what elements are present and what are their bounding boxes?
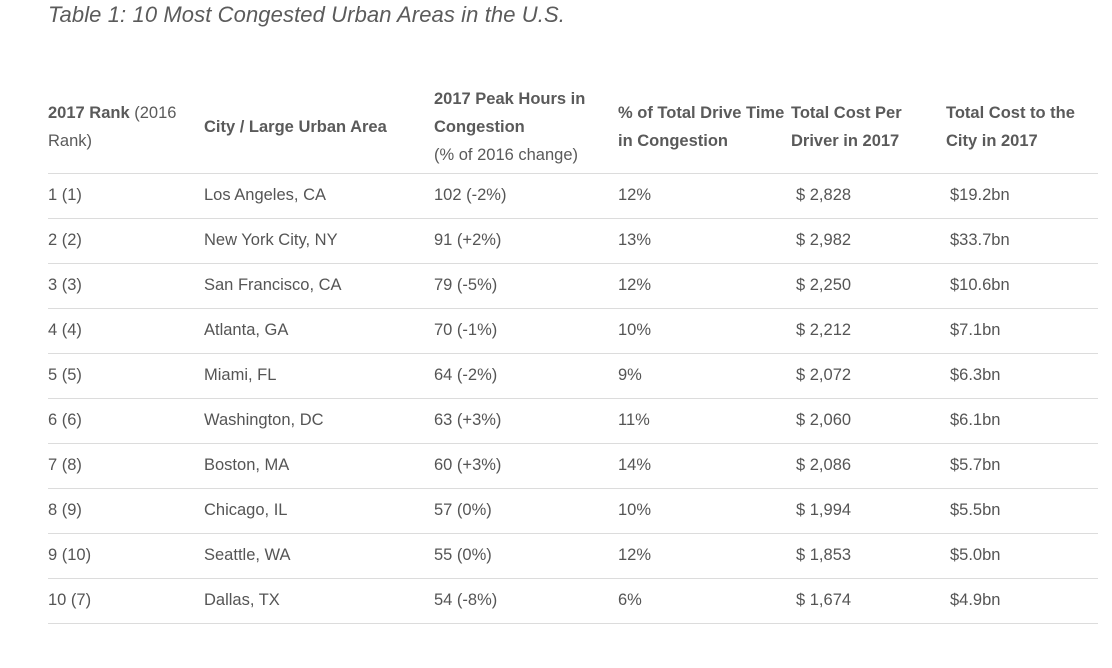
cell-drive-time: 12%	[618, 263, 791, 309]
cell-drive-time: 12%	[618, 533, 791, 579]
cell-cost-driver: $ 2,250	[791, 263, 944, 309]
cell-peak-hours: 60 (+3%)	[434, 443, 618, 489]
cell-cost-driver: $ 2,982	[791, 218, 944, 264]
cell-city: Seattle, WA	[200, 533, 434, 579]
cell-cost-city: $5.7bn	[944, 443, 1098, 489]
cell-rank: 9 (10)	[48, 533, 200, 579]
header-rank-bold: 2017 Rank	[48, 104, 130, 123]
cell-cost-city: $6.3bn	[944, 353, 1098, 399]
table-row: 7 (8) Boston, MA 60 (+3%) 14% $ 2,086 $5…	[48, 443, 1098, 489]
cell-peak-hours: 54 (-8%)	[434, 578, 618, 624]
cell-city: San Francisco, CA	[200, 263, 434, 309]
cell-cost-city: $5.5bn	[944, 488, 1098, 534]
cell-rank: 10 (7)	[48, 578, 200, 624]
cell-cost-city: $19.2bn	[944, 173, 1098, 219]
table-row: 5 (5) Miami, FL 64 (-2%) 9% $ 2,072 $6.3…	[48, 353, 1098, 399]
cell-peak-hours: 57 (0%)	[434, 488, 618, 534]
cell-peak-hours: 102 (-2%)	[434, 173, 618, 219]
cell-city: Chicago, IL	[200, 488, 434, 534]
cell-rank: 2 (2)	[48, 218, 200, 264]
table-row: 6 (6) Washington, DC 63 (+3%) 11% $ 2,06…	[48, 398, 1098, 444]
cell-cost-city: $4.9bn	[944, 578, 1098, 624]
cell-cost-driver: $ 2,072	[791, 353, 944, 399]
cell-peak-hours: 64 (-2%)	[434, 353, 618, 399]
cell-city: Dallas, TX	[200, 578, 434, 624]
cell-cost-driver: $ 2,060	[791, 398, 944, 444]
table-header: 2017 Rank (2016 Rank) City / Large Urban…	[48, 82, 1098, 174]
cell-cost-city: $5.0bn	[944, 533, 1098, 579]
cell-city: Washington, DC	[200, 398, 434, 444]
cell-drive-time: 13%	[618, 218, 791, 264]
cell-rank: 6 (6)	[48, 398, 200, 444]
cell-rank: 5 (5)	[48, 353, 200, 399]
cell-cost-driver: $ 1,853	[791, 533, 944, 579]
header-row: 2017 Rank (2016 Rank) City / Large Urban…	[48, 82, 1098, 174]
cell-cost-city: $7.1bn	[944, 308, 1098, 354]
cell-city: Miami, FL	[200, 353, 434, 399]
cell-cost-driver: $ 1,674	[791, 578, 944, 624]
header-peak-hours-sub: (% of 2016 change)	[434, 146, 579, 165]
cell-cost-driver: $ 2,828	[791, 173, 944, 219]
header-peak-hours: 2017 Peak Hours in Congestion (% of 2016 …	[434, 82, 618, 174]
cell-drive-time: 10%	[618, 308, 791, 354]
table-row: 4 (4) Atlanta, GA 70 (-1%) 10% $ 2,212 $…	[48, 308, 1098, 354]
cell-rank: 7 (8)	[48, 443, 200, 489]
table-row: 10 (7) Dallas, TX 54 (-8%) 6% $ 1,674 $4…	[48, 578, 1098, 624]
cell-city: Los Angeles, CA	[200, 173, 434, 219]
header-rank: 2017 Rank (2016 Rank)	[48, 82, 200, 174]
cell-drive-time: 14%	[618, 443, 791, 489]
cell-drive-time: 12%	[618, 173, 791, 219]
cell-cost-driver: $ 1,994	[791, 488, 944, 534]
cell-city: New York City, NY	[200, 218, 434, 264]
table-row: 3 (3) San Francisco, CA 79 (-5%) 12% $ 2…	[48, 263, 1098, 309]
table-row: 9 (10) Seattle, WA 55 (0%) 12% $ 1,853 $…	[48, 533, 1098, 579]
cell-cost-driver: $ 2,212	[791, 308, 944, 354]
header-cost-driver: Total Cost Per Driver in 2017	[791, 82, 944, 174]
header-city: City / Large Urban Area	[200, 82, 434, 174]
cell-peak-hours: 55 (0%)	[434, 533, 618, 579]
header-drive-time: % of Total Drive Time in Congestion	[618, 82, 791, 174]
cell-city: Boston, MA	[200, 443, 434, 489]
cell-city: Atlanta, GA	[200, 308, 434, 354]
cell-drive-time: 10%	[618, 488, 791, 534]
cell-rank: 1 (1)	[48, 173, 200, 219]
cell-peak-hours: 79 (-5%)	[434, 263, 618, 309]
cell-drive-time: 6%	[618, 578, 791, 624]
cell-peak-hours: 63 (+3%)	[434, 398, 618, 444]
header-cost-city: Total Cost to the City in 2017	[944, 82, 1098, 174]
table-row: 1 (1) Los Angeles, CA 102 (-2%) 12% $ 2,…	[48, 173, 1098, 219]
cell-cost-driver: $ 2,086	[791, 443, 944, 489]
cell-rank: 8 (9)	[48, 488, 200, 534]
table-body: 1 (1) Los Angeles, CA 102 (-2%) 12% $ 2,…	[48, 173, 1098, 624]
cell-cost-city: $33.7bn	[944, 218, 1098, 264]
cell-drive-time: 9%	[618, 353, 791, 399]
cell-rank: 3 (3)	[48, 263, 200, 309]
cell-peak-hours: 91 (+2%)	[434, 218, 618, 264]
header-peak-hours-bold: 2017 Peak Hours in Congestion	[434, 90, 586, 137]
congestion-table: 2017 Rank (2016 Rank) City / Large Urban…	[48, 82, 1098, 624]
cell-drive-time: 11%	[618, 398, 791, 444]
header-rank-normal: (2016 Rank)	[48, 104, 177, 151]
table-title: Table 1: 10 Most Congested Urban Areas i…	[48, 2, 565, 27]
cell-rank: 4 (4)	[48, 308, 200, 354]
cell-peak-hours: 70 (-1%)	[434, 308, 618, 354]
cell-cost-city: $10.6bn	[944, 263, 1098, 309]
cell-cost-city: $6.1bn	[944, 398, 1098, 444]
table-row: 2 (2) New York City, NY 91 (+2%) 13% $ 2…	[48, 218, 1098, 264]
table-row: 8 (9) Chicago, IL 57 (0%) 10% $ 1,994 $5…	[48, 488, 1098, 534]
